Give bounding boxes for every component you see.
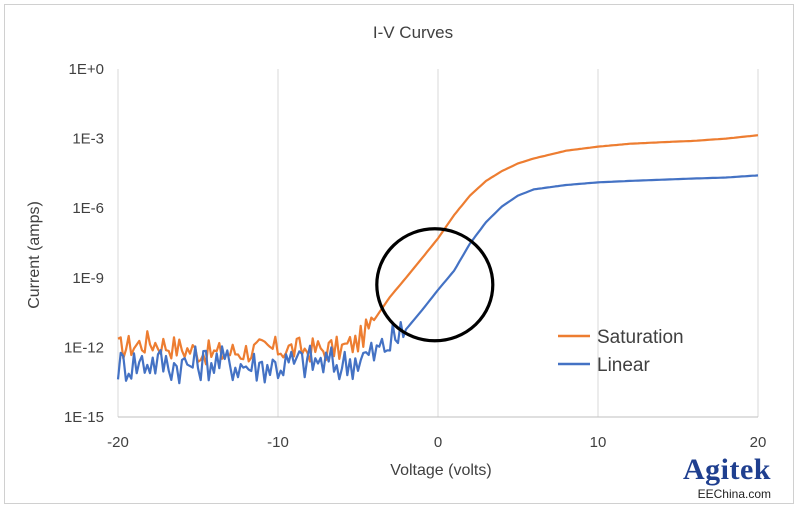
x-tick-label: 0: [434, 434, 442, 451]
x-tick-label: 20: [750, 434, 767, 451]
chart-frame: -20 -10 0 10 20 1E+0 1E-3 1E-6 1E-9 1E-12 1E-15 I-…: [4, 4, 794, 504]
chart-title: I-V Curves: [373, 23, 453, 42]
legend-label-linear: Linear: [597, 355, 650, 376]
x-tick-label: 10: [590, 434, 607, 451]
series-layer: [116, 134, 759, 385]
annotation-layer: [375, 227, 495, 343]
x-tick-label: -10: [267, 434, 289, 451]
tick-labels: -20 -10 0 10 20 1E+0 1E-3 1E-6 1E-9 1E-12 1E-15: [64, 61, 766, 451]
y-tick-label: 1E+0: [69, 61, 104, 78]
y-tick-label: 1E-15: [64, 409, 104, 426]
logo-brand: Agitek: [683, 453, 771, 486]
y-tick-label: 1E-9: [72, 270, 104, 287]
x-axis-title: Voltage (volts): [390, 462, 491, 479]
x-tick-label: -20: [107, 434, 129, 451]
legend-label-saturation: Saturation: [597, 327, 684, 348]
y-tick-label: 1E-3: [72, 131, 104, 148]
y-axis-title: Current (amps): [26, 201, 43, 309]
highlight-circle: [375, 227, 495, 343]
grid: [117, 69, 759, 417]
legend: Saturation Linear: [558, 327, 684, 376]
y-tick-label: 1E-6: [72, 200, 104, 217]
chart-svg: -20 -10 0 10 20 1E+0 1E-3 1E-6 1E-9 1E-12 1E-15 I-…: [26, 23, 766, 479]
y-tick-label: 1E-12: [64, 339, 104, 356]
series-line-linear: [116, 174, 759, 385]
agitek-logo: Agitek EEChina.com: [683, 453, 771, 502]
logo-site: EEChina.com: [697, 487, 771, 501]
